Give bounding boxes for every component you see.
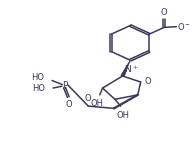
Text: N$^+$: N$^+$ <box>124 63 138 75</box>
Polygon shape <box>121 60 130 77</box>
Text: P: P <box>62 81 67 90</box>
Text: OH: OH <box>116 111 129 120</box>
Text: HO: HO <box>32 84 45 93</box>
Text: HO: HO <box>31 73 44 82</box>
Text: O: O <box>84 94 91 103</box>
Text: OH: OH <box>90 99 103 108</box>
Text: O: O <box>144 77 151 86</box>
Text: O$^-$: O$^-$ <box>177 21 191 32</box>
Text: O: O <box>65 100 72 109</box>
Text: O: O <box>161 8 167 17</box>
